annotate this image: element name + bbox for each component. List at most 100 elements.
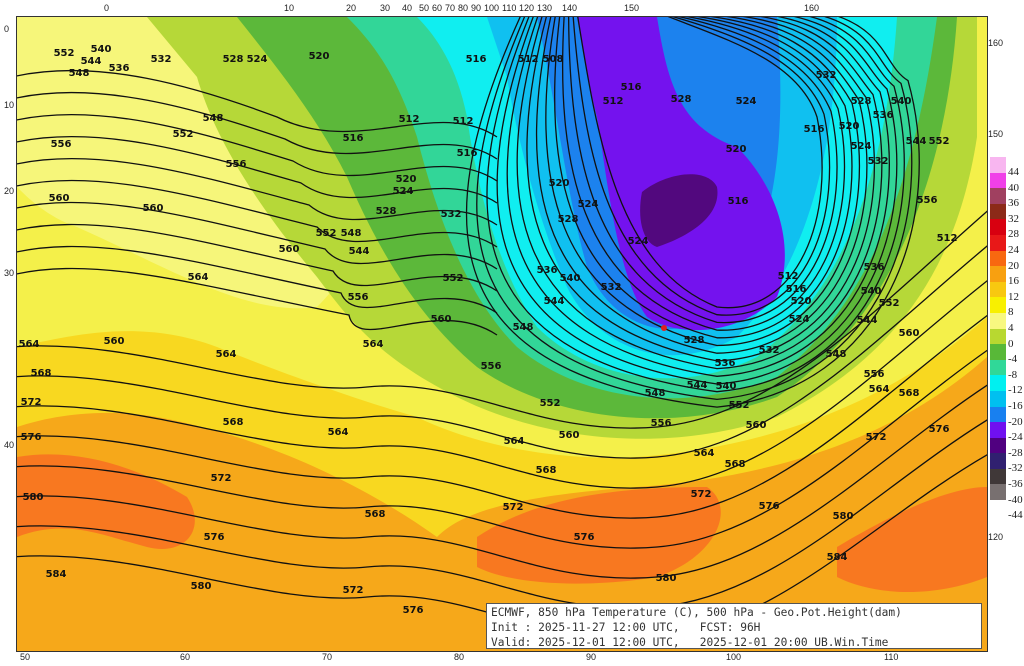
contour-label: 520	[839, 121, 860, 132]
axis-label-top: 20	[346, 3, 357, 13]
contour-label: 552	[540, 398, 561, 409]
contour-label: 564	[694, 448, 715, 459]
contour-line	[17, 349, 987, 549]
colorbar-swatch	[990, 250, 1006, 267]
contour-label: 584	[827, 552, 848, 563]
colorbar-label: -28	[1008, 446, 1023, 459]
contour-line	[17, 91, 498, 160]
colorbar-label: 36	[1008, 197, 1019, 210]
colorbar-swatch	[990, 172, 1006, 189]
contour-label: 524	[736, 96, 757, 107]
location-marker	[661, 325, 667, 331]
contour-label: 552	[173, 129, 194, 140]
contour-label: 532	[151, 54, 172, 65]
contour-line	[17, 210, 987, 429]
colorbar-swatch	[990, 375, 1006, 391]
contour-label: 512	[453, 116, 474, 127]
contour-line	[17, 135, 498, 204]
temp-fill-orange	[17, 454, 987, 592]
axis-label-right: 160	[988, 38, 1004, 48]
colorbar-label: -16	[1008, 400, 1023, 412]
contour-line	[526, 17, 876, 362]
contour-label: 512	[399, 114, 420, 125]
contour-line	[476, 17, 913, 401]
axis-label-top: 60	[432, 3, 443, 13]
contour-label: 552	[729, 400, 750, 411]
contour-label: 528	[671, 94, 692, 105]
contour-line	[496, 17, 898, 385]
axis-label-bottom: 110	[884, 652, 899, 662]
contour-label: 568	[223, 417, 244, 428]
contour-label: 548	[341, 228, 362, 239]
contour-line	[17, 69, 498, 138]
temp-fill-purple	[577, 17, 785, 331]
axis-label-bottom: 80	[454, 652, 465, 662]
colorbar-label: -44	[1008, 509, 1023, 522]
contour-line	[486, 17, 905, 393]
contour-line	[554, 17, 853, 339]
contour-label: 524	[851, 141, 872, 152]
contour-label: 544	[81, 56, 102, 67]
contour-label: 536	[109, 63, 130, 74]
axis-label-top: 120	[519, 3, 535, 13]
contour-label: 584	[46, 569, 67, 580]
axis-label-bottom: 100	[726, 652, 742, 662]
contour-line	[17, 179, 498, 248]
contour-label: 564	[328, 427, 349, 438]
info-line-2: Init : 2025-11-27 12:00 UTC, FCST: 96H	[491, 621, 761, 634]
colorbar-swatch	[990, 297, 1006, 313]
contour-label: 520	[309, 51, 330, 62]
contour-label: 528	[684, 335, 705, 346]
colorbar-label: 32	[1008, 212, 1019, 225]
contour-label: 512	[937, 233, 958, 244]
colorbar-swatch	[990, 359, 1006, 376]
axis-label-right: 150	[988, 129, 1004, 139]
contour-label: 544	[687, 380, 708, 391]
contour-label: 512	[518, 54, 539, 65]
contour-label: 512	[778, 271, 799, 282]
contour-label: 544	[349, 246, 370, 257]
axis-label-left: 40	[4, 440, 15, 450]
contour-label: 580	[656, 573, 677, 584]
contour-label: 540	[861, 286, 882, 297]
weather-map: 552 548 544 540 536 532 528 524 520 516 512 508 512 5…	[16, 16, 988, 652]
colorbar-swatch	[990, 484, 1006, 501]
contour-label: 516	[343, 133, 364, 144]
contour-label: 520	[396, 174, 417, 185]
contour-label: 568	[899, 388, 920, 399]
colorbar-label: 8	[1008, 306, 1014, 319]
colorbar-swatch	[990, 437, 1006, 454]
contour-label: 524	[393, 186, 414, 197]
contour-label: 532	[759, 345, 780, 356]
contour-line	[535, 17, 868, 354]
colorbar-swatch	[990, 406, 1006, 423]
contour-label: 556	[226, 159, 247, 170]
axis-label-right: 120	[988, 532, 1004, 542]
contour-label: 520	[791, 296, 812, 307]
contour-label: 540	[560, 273, 581, 284]
axis-label-left: 30	[4, 268, 15, 278]
contour-label: 544	[857, 315, 878, 326]
contour-label: 544	[544, 296, 565, 307]
contour-label: 572	[343, 585, 364, 596]
colorbar-label: -24	[1008, 431, 1023, 444]
contour-label: 548	[513, 322, 534, 333]
contour-label: 536	[537, 265, 558, 276]
axis-label-top: 160	[804, 3, 820, 13]
contour-label: 516	[457, 148, 478, 159]
colorbar-swatch	[990, 453, 1006, 469]
colorbar-swatch	[990, 281, 1006, 298]
contour-label: 552	[443, 273, 464, 284]
contour-label: 528	[223, 54, 244, 65]
contour-label: 576	[759, 501, 780, 512]
axis-label-top: 130	[537, 3, 553, 13]
contour-line	[572, 17, 831, 316]
colorbar-label: 4	[1008, 322, 1014, 334]
contour-label: 516	[786, 284, 807, 295]
info-box: ECMWF, 850 hPa Temperature (C), 500 hPa …	[486, 603, 982, 649]
colorbar-label: -20	[1008, 415, 1023, 428]
colorbar-label: -32	[1008, 462, 1023, 475]
contour-label: 580	[833, 511, 854, 522]
colorbar-swatch	[990, 203, 1006, 220]
